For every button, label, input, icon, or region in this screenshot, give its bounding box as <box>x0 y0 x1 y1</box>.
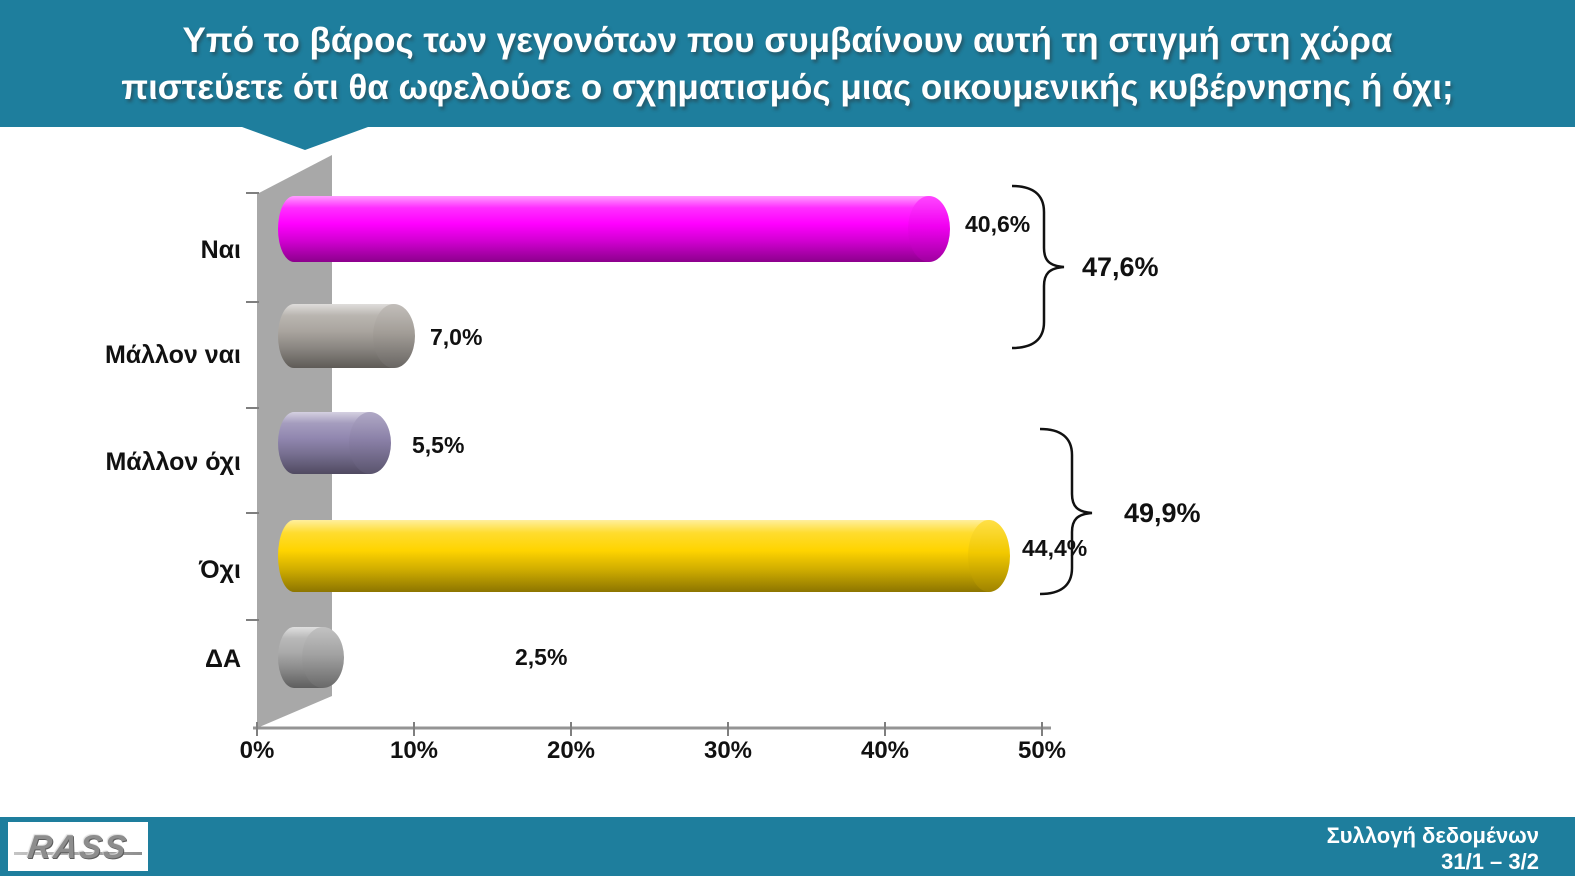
rass-logo: RASS <box>25 827 131 865</box>
value-label-rather-yes: 7,0% <box>430 324 483 350</box>
x-tick-label-20: 20% <box>546 737 596 764</box>
x-tick-label-10: 10% <box>389 737 439 764</box>
bar-body-yes <box>278 196 929 262</box>
group-total-label-no: 49,9% <box>1124 498 1201 528</box>
page-title-line2: πιστεύετε ότι θα ωφελούσε ο σχηματισμός … <box>121 67 1454 107</box>
category-label-dk: ΔΑ <box>204 645 241 673</box>
value-label-yes: 40,6% <box>965 211 1031 237</box>
footer-note-line2: 31/1 – 3/2 <box>1441 849 1539 874</box>
bar-dk <box>278 627 344 688</box>
value-label-dk: 2,5% <box>515 644 568 670</box>
category-label-rather-no: Μάλλον όχι <box>105 448 241 476</box>
bar-cap-rather-yes <box>373 304 415 368</box>
bar-body-no <box>278 520 989 592</box>
rass-logo-box: RASS <box>8 822 148 871</box>
bar-cap-no <box>968 520 1010 592</box>
group-total-label-yes: 47,6% <box>1082 252 1159 282</box>
x-tick-label-0: 0% <box>239 737 275 764</box>
footer-note: Συλλογή δεδομένων 31/1 – 3/2 <box>1327 823 1539 875</box>
header-banner: Υπό το βάρος των γεγονότων που συμβαίνου… <box>0 0 1575 127</box>
category-label-no: Όχι <box>199 556 241 584</box>
category-label-yes: Ναι <box>200 236 241 264</box>
bar-rather-yes <box>278 304 415 368</box>
bracket-yes-group <box>1011 184 1065 350</box>
bracket-no-group <box>1039 427 1093 596</box>
bar-cap-rather-no <box>349 412 391 474</box>
y-axis-ticks <box>246 192 259 621</box>
bar-cap-dk <box>302 627 344 688</box>
value-label-rather-no: 5,5% <box>412 432 465 458</box>
bar-cap-yes <box>908 196 950 262</box>
rass-logo-strike-line <box>14 852 142 855</box>
x-tick-label-50: 50% <box>1017 737 1067 764</box>
footer-note-line1: Συλλογή δεδομένων <box>1326 823 1539 848</box>
category-label-rather-yes: Μάλλον ναι <box>104 341 241 369</box>
header-pointer-triangle <box>242 127 368 150</box>
x-axis-ticks <box>256 722 1043 736</box>
x-tick-label-40: 40% <box>860 737 910 764</box>
footer-banner: RASS Συλλογή δεδομένων 31/1 – 3/2 <box>0 817 1575 876</box>
bar-rather-no <box>278 412 391 474</box>
bar-yes <box>278 196 950 262</box>
value-label-no: 44,4% <box>1022 535 1088 561</box>
page-title-line1: Υπό το βάρος των γεγονότων που συμβαίνου… <box>182 20 1393 60</box>
bar-no <box>278 520 1010 592</box>
x-tick-label-30: 30% <box>703 737 753 764</box>
